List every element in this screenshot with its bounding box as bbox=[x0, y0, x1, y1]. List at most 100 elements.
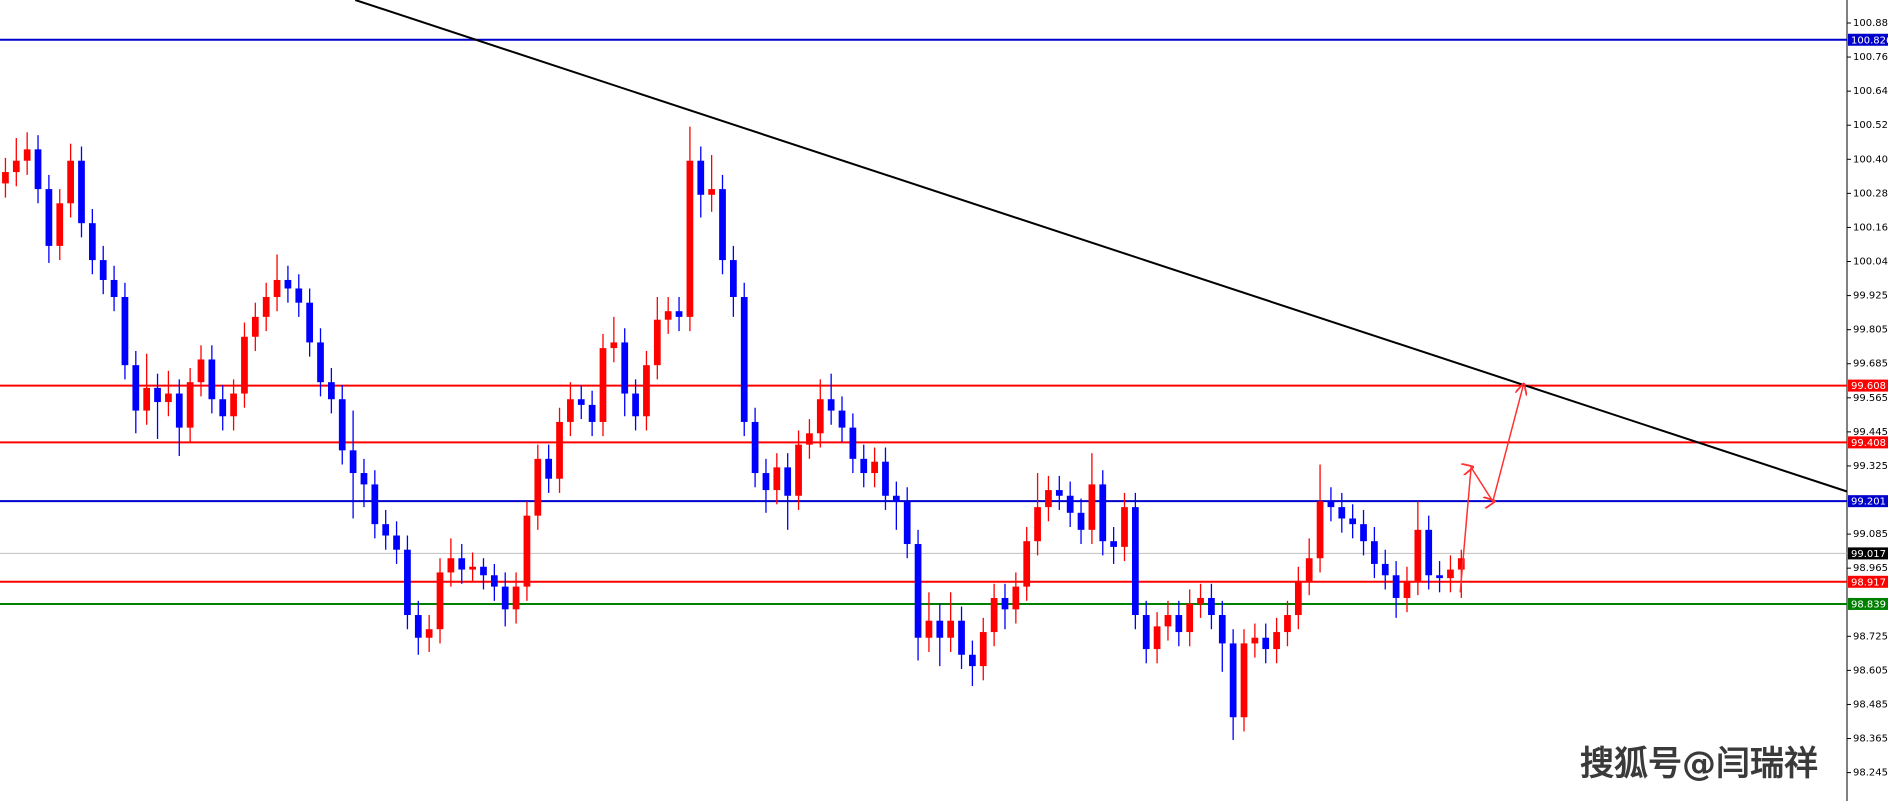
candle-body bbox=[1164, 615, 1172, 627]
y-tick-label: 100.765 bbox=[1853, 52, 1888, 63]
candle-body bbox=[567, 399, 574, 422]
candle-body bbox=[338, 399, 346, 451]
candle-body bbox=[729, 260, 737, 298]
y-tick-label: 100.285 bbox=[1853, 188, 1888, 199]
candle-body bbox=[1316, 501, 1324, 559]
candle-body bbox=[1023, 541, 1031, 587]
y-tick-label: 100.405 bbox=[1853, 154, 1888, 165]
candle-body bbox=[1381, 563, 1389, 576]
level-label-box bbox=[1848, 547, 1888, 560]
candle-body bbox=[45, 189, 53, 246]
candle-body bbox=[121, 297, 129, 366]
candle-body bbox=[1208, 597, 1215, 616]
candle-body bbox=[1436, 575, 1443, 579]
level-label-box bbox=[1848, 379, 1888, 392]
candle-body bbox=[501, 586, 509, 610]
candle-body bbox=[577, 399, 585, 405]
candle-body bbox=[208, 359, 216, 400]
candle-body bbox=[588, 404, 596, 422]
candle-body bbox=[1131, 507, 1139, 616]
candle-body bbox=[241, 336, 248, 394]
candle-body bbox=[328, 382, 335, 400]
candle-body bbox=[1349, 518, 1357, 525]
candle-body bbox=[643, 365, 650, 417]
y-tick-label: 99.925 bbox=[1853, 291, 1888, 302]
candle-body bbox=[1338, 507, 1346, 519]
candle-body bbox=[56, 203, 64, 246]
candle-body bbox=[1153, 626, 1161, 650]
candle-body bbox=[1360, 524, 1367, 542]
candle-body bbox=[1414, 529, 1422, 581]
level-label-box bbox=[1848, 597, 1888, 610]
candle-body bbox=[1457, 558, 1465, 570]
candle-body bbox=[1045, 490, 1052, 508]
candle-body bbox=[88, 223, 96, 261]
candle-body bbox=[1240, 643, 1248, 718]
candle-body bbox=[306, 302, 314, 343]
candle-body bbox=[664, 311, 672, 320]
level-label-box bbox=[1848, 436, 1888, 449]
candle-body bbox=[197, 359, 205, 383]
candle-body bbox=[860, 458, 868, 474]
candle-body bbox=[1305, 558, 1313, 581]
candle-body bbox=[1186, 603, 1194, 633]
y-tick-label: 98.725 bbox=[1853, 631, 1888, 642]
y-tick-label: 100.045 bbox=[1853, 257, 1888, 268]
candle-body bbox=[653, 319, 661, 366]
candle-body bbox=[1142, 615, 1150, 650]
candle-body bbox=[1012, 586, 1020, 610]
watermark: 搜狐号@闫瑞祥 bbox=[1580, 744, 1818, 784]
candle-body bbox=[947, 620, 955, 638]
candle-body bbox=[1110, 541, 1118, 547]
candle-body bbox=[1175, 615, 1183, 633]
candle-body bbox=[784, 467, 792, 496]
candle-body bbox=[1077, 512, 1085, 530]
candle-body bbox=[349, 450, 357, 474]
level-label-box bbox=[1848, 575, 1888, 588]
candle-body bbox=[686, 160, 694, 317]
level-label: 100.826 bbox=[1851, 35, 1888, 46]
candle-body bbox=[447, 558, 455, 573]
y-tick-label: 99.445 bbox=[1853, 427, 1888, 438]
candle-body bbox=[382, 524, 390, 536]
candle-body bbox=[892, 495, 900, 502]
candle-body bbox=[480, 566, 487, 576]
candle-body bbox=[99, 260, 107, 280]
level-label: 99.017 bbox=[1851, 549, 1886, 560]
candle-body bbox=[1403, 580, 1411, 598]
candle-body bbox=[2, 172, 9, 184]
candle-body bbox=[154, 387, 161, 403]
y-tick-label: 100.165 bbox=[1853, 222, 1888, 233]
candle-body bbox=[556, 421, 563, 479]
candle-body bbox=[610, 342, 618, 349]
candle-body bbox=[1099, 484, 1107, 542]
y-tick-label: 98.605 bbox=[1853, 665, 1888, 676]
candle-body bbox=[816, 399, 824, 434]
y-tick-label: 99.565 bbox=[1853, 393, 1888, 404]
candle-body bbox=[545, 458, 553, 479]
candle-body bbox=[871, 461, 878, 474]
candle-body bbox=[1121, 507, 1128, 547]
candle-body bbox=[490, 575, 498, 587]
candle-body bbox=[979, 632, 987, 667]
candle-body bbox=[78, 160, 85, 224]
candle-body bbox=[838, 410, 846, 428]
candle-body bbox=[697, 160, 705, 195]
level-label-box bbox=[1848, 33, 1888, 46]
candle-body bbox=[165, 393, 172, 403]
candle-body bbox=[360, 473, 368, 485]
candle-body bbox=[1273, 632, 1280, 650]
candle-body bbox=[773, 467, 781, 491]
candle-body bbox=[425, 629, 433, 638]
y-tick-label: 100.885 bbox=[1853, 18, 1888, 29]
candle-body bbox=[12, 160, 20, 173]
candle-body bbox=[371, 484, 379, 525]
candle-body bbox=[1392, 575, 1400, 598]
candle-body bbox=[990, 597, 998, 633]
candle-body bbox=[469, 566, 476, 570]
candle-body bbox=[708, 189, 716, 195]
candle-body bbox=[1066, 495, 1074, 513]
candle-body bbox=[621, 342, 629, 394]
